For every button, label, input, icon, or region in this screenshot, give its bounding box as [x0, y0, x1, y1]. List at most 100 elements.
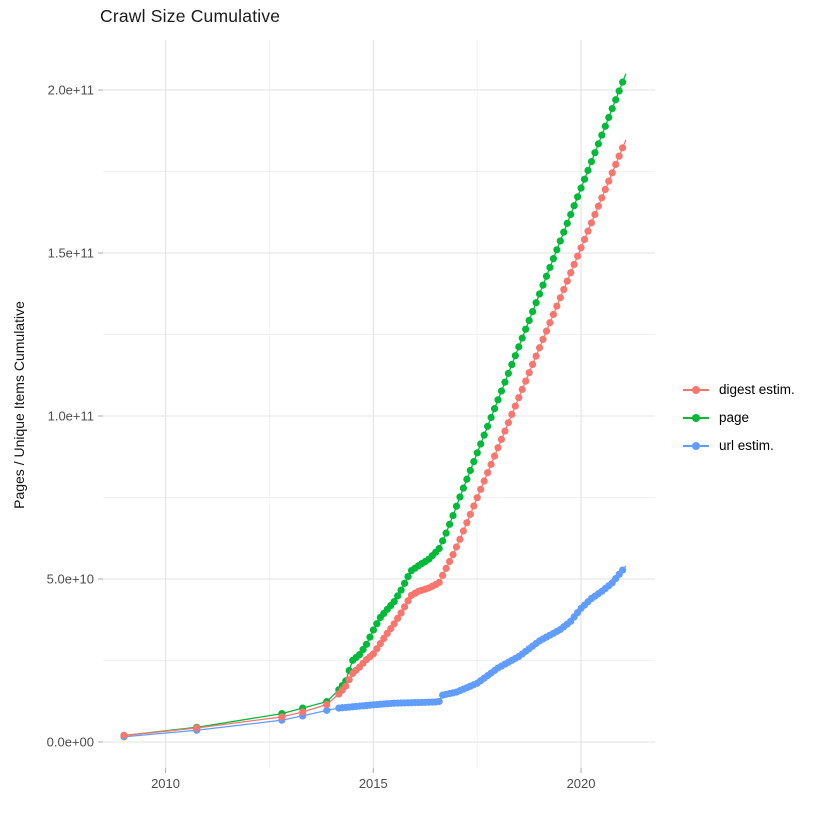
data-point-digest-estim-: [615, 152, 623, 160]
data-point-page: [400, 579, 409, 587]
data-point-page: [473, 449, 481, 457]
data-point-digest-estim-: [278, 713, 286, 721]
chart-title: Crawl Size Cumulative: [100, 6, 281, 26]
data-point-digest-estim-: [449, 551, 457, 559]
data-point-digest-estim-: [369, 650, 378, 658]
data-point-page: [490, 405, 499, 413]
data-point-digest-estim-: [535, 344, 544, 352]
data-point-digest-estim-: [394, 614, 402, 622]
y-tick-label: 1.5e+11: [48, 246, 94, 261]
data-point-page: [362, 640, 371, 648]
data-point-digest-estim-: [508, 410, 516, 418]
y-tick-label: 2.0e+11: [48, 83, 94, 98]
data-point-page: [480, 431, 488, 439]
data-point-digest-estim-: [556, 294, 564, 302]
data-point-page: [511, 352, 519, 360]
data-point-digest-estim-: [404, 597, 412, 605]
data-point-digest-estim-: [584, 227, 592, 235]
data-point-digest-estim-: [497, 435, 506, 443]
x-tick-label: 2015: [359, 776, 388, 791]
legend-label: url estim.: [719, 438, 774, 453]
data-point-digest-estim-: [612, 160, 620, 169]
data-point-digest-estim-: [470, 502, 478, 510]
data-point-page: [508, 360, 516, 369]
data-point-page: [449, 511, 457, 520]
data-point-digest-estim-: [605, 177, 613, 185]
data-point-page: [535, 290, 544, 298]
legend-entry-url: url estim.: [683, 436, 795, 455]
data-point-digest-estim-: [532, 352, 540, 360]
y-tick-label: 0.0e+00: [47, 735, 94, 750]
data-point-digest-estim-: [598, 194, 606, 202]
data-point-page: [445, 520, 454, 528]
data-point-digest-estim-: [400, 603, 409, 611]
data-point-digest-estim-: [560, 285, 568, 294]
data-point-digest-estim-: [580, 235, 589, 244]
data-point-digest-estim-: [442, 564, 450, 572]
data-point-digest-estim-: [299, 708, 307, 716]
data-point-page: [518, 334, 526, 342]
data-point-page: [580, 175, 589, 183]
data-point-page: [522, 325, 530, 333]
data-point-page: [404, 573, 412, 581]
data-point-page: [497, 387, 506, 395]
data-point-page: [560, 228, 568, 236]
data-point-page: [567, 210, 575, 219]
data-point-digest-estim-: [459, 527, 468, 535]
data-point-page: [515, 343, 523, 351]
legend-entry-page: page: [683, 408, 795, 427]
x-tick-label: 2020: [567, 776, 596, 791]
legend-key-dot-icon: [692, 385, 700, 394]
data-point-digest-estim-: [601, 185, 609, 194]
data-point-page: [549, 255, 558, 263]
data-point-page: [553, 246, 561, 254]
data-point-page: [504, 369, 513, 377]
data-point-page: [366, 633, 374, 641]
legend: digest estim. page url estim.: [683, 380, 795, 455]
data-point-page: [619, 78, 627, 86]
data-point-digest-estim-: [480, 477, 488, 485]
data-point-digest-estim-: [525, 369, 533, 377]
data-point-digest-estim-: [549, 310, 558, 319]
legend-key: [683, 383, 709, 397]
data-point-page: [390, 598, 398, 606]
data-point-digest-estim-: [567, 269, 575, 277]
data-point-url-estim-: [323, 706, 331, 714]
legend-label: digest estim.: [719, 382, 795, 397]
legend-key: [683, 411, 709, 425]
data-point-digest-estim-: [342, 682, 350, 690]
data-point-digest-estim-: [345, 676, 353, 684]
data-point-digest-estim-: [619, 144, 627, 152]
data-point-digest-estim-: [477, 485, 485, 493]
data-point-page: [369, 626, 378, 634]
data-point-page: [546, 263, 554, 272]
data-point-page: [456, 493, 464, 501]
data-point-digest-estim-: [463, 519, 471, 527]
data-point-page: [487, 413, 495, 422]
data-point-page: [594, 140, 602, 148]
data-point-page: [556, 237, 564, 245]
data-point-digest-estim-: [373, 645, 381, 653]
legend-entry-digest: digest estim.: [683, 380, 795, 399]
data-point-digest-estim-: [591, 210, 599, 219]
data-point-digest-estim-: [574, 252, 582, 260]
data-point-digest-estim-: [511, 402, 519, 410]
data-point-page: [608, 104, 616, 113]
data-point-page: [435, 544, 443, 553]
data-point-digest-estim-: [439, 571, 447, 580]
x-tick-label: 2010: [151, 776, 180, 791]
legend-key-dot-icon: [692, 441, 700, 450]
data-point-digest-estim-: [490, 452, 499, 460]
data-point-digest-estim-: [397, 609, 405, 617]
data-point-digest-estim-: [376, 639, 384, 648]
data-point-digest-estim-: [570, 260, 578, 269]
data-point-digest-estim-: [608, 169, 616, 177]
data-point-page: [542, 272, 551, 280]
data-point-page: [525, 316, 533, 325]
data-point-digest-estim-: [515, 394, 523, 402]
data-point-page: [459, 484, 468, 492]
data-point-page: [397, 586, 405, 594]
y-tick-label: 5.0e+10: [47, 572, 94, 587]
legend-label: page: [719, 410, 750, 425]
